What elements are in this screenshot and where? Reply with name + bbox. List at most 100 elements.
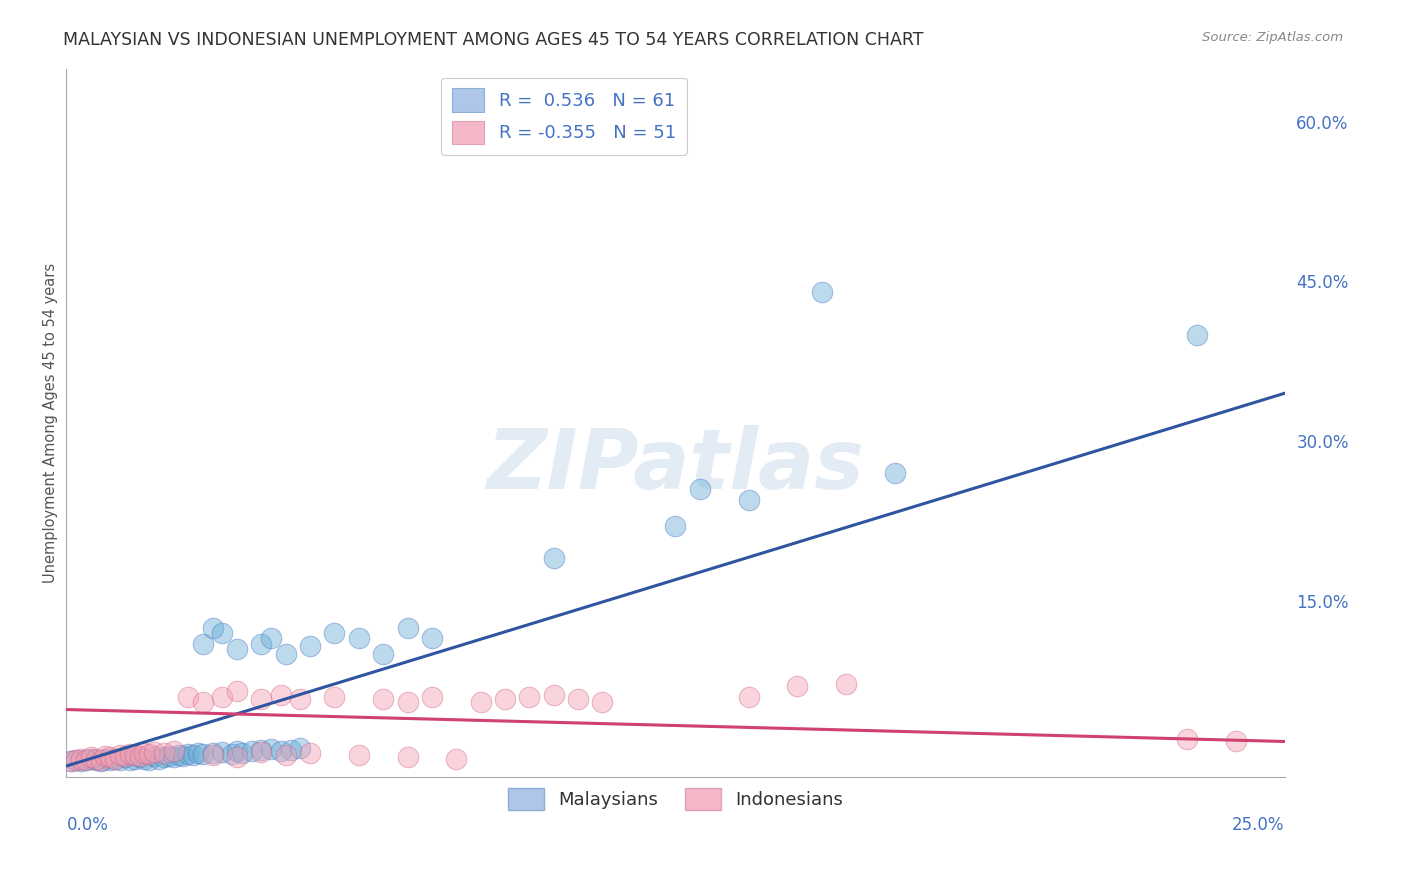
Point bbox=[60, 754, 83, 768]
Point bbox=[138, 753, 160, 767]
Point bbox=[226, 641, 249, 656]
Point bbox=[90, 754, 112, 768]
Point bbox=[211, 690, 233, 704]
Point bbox=[737, 492, 759, 507]
Point bbox=[883, 466, 905, 480]
Point bbox=[260, 742, 283, 756]
Point bbox=[143, 745, 166, 759]
Point bbox=[118, 747, 141, 762]
Point bbox=[134, 751, 156, 765]
Point bbox=[323, 690, 346, 704]
Point bbox=[810, 285, 832, 300]
Point bbox=[280, 743, 302, 757]
Point bbox=[274, 647, 297, 661]
Point bbox=[153, 746, 176, 760]
Point bbox=[191, 747, 214, 762]
Point bbox=[84, 751, 107, 765]
Legend: Malaysians, Indonesians: Malaysians, Indonesians bbox=[501, 780, 851, 817]
Point bbox=[396, 750, 419, 764]
Point bbox=[177, 747, 200, 762]
Point bbox=[226, 744, 249, 758]
Point bbox=[567, 692, 589, 706]
Point bbox=[396, 621, 419, 635]
Point bbox=[75, 753, 97, 767]
Point bbox=[157, 749, 180, 764]
Point bbox=[138, 747, 160, 762]
Point bbox=[299, 639, 322, 653]
Point bbox=[153, 750, 176, 764]
Point bbox=[181, 748, 204, 763]
Point bbox=[84, 753, 107, 767]
Point bbox=[118, 753, 141, 767]
Point bbox=[70, 754, 93, 768]
Point bbox=[689, 482, 711, 496]
Point bbox=[114, 749, 136, 764]
Text: 25.0%: 25.0% bbox=[1232, 815, 1285, 833]
Point bbox=[70, 751, 93, 765]
Point bbox=[134, 746, 156, 760]
Point bbox=[108, 748, 131, 763]
Point bbox=[114, 750, 136, 764]
Y-axis label: Unemployment Among Ages 45 to 54 years: Unemployment Among Ages 45 to 54 years bbox=[44, 262, 58, 582]
Point bbox=[80, 751, 103, 765]
Point bbox=[172, 749, 194, 764]
Point bbox=[444, 751, 467, 765]
Point bbox=[167, 748, 190, 763]
Point bbox=[94, 749, 117, 764]
Point bbox=[128, 750, 150, 764]
Point bbox=[299, 746, 322, 760]
Point bbox=[373, 647, 395, 661]
Text: MALAYSIAN VS INDONESIAN UNEMPLOYMENT AMONG AGES 45 TO 54 YEARS CORRELATION CHART: MALAYSIAN VS INDONESIAN UNEMPLOYMENT AMO… bbox=[63, 31, 924, 49]
Point bbox=[240, 744, 263, 758]
Point bbox=[250, 745, 273, 759]
Point bbox=[290, 692, 312, 706]
Point bbox=[664, 519, 686, 533]
Point bbox=[163, 744, 186, 758]
Point bbox=[211, 745, 233, 759]
Point bbox=[1175, 732, 1198, 747]
Point bbox=[543, 688, 565, 702]
Point bbox=[786, 679, 808, 693]
Point bbox=[201, 748, 224, 763]
Point bbox=[201, 746, 224, 760]
Point bbox=[75, 753, 97, 767]
Point bbox=[80, 750, 103, 764]
Point bbox=[104, 751, 127, 765]
Point bbox=[260, 631, 283, 645]
Point bbox=[270, 688, 292, 702]
Point bbox=[221, 747, 243, 762]
Point bbox=[250, 743, 273, 757]
Point bbox=[420, 690, 443, 704]
Text: 0.0%: 0.0% bbox=[66, 815, 108, 833]
Point bbox=[98, 753, 121, 767]
Point bbox=[187, 746, 209, 760]
Point bbox=[470, 695, 492, 709]
Text: ZIPatlas: ZIPatlas bbox=[486, 425, 865, 506]
Text: Source: ZipAtlas.com: Source: ZipAtlas.com bbox=[1202, 31, 1343, 45]
Point bbox=[231, 746, 253, 760]
Point bbox=[494, 692, 516, 706]
Point bbox=[274, 748, 297, 763]
Point bbox=[1225, 734, 1247, 748]
Point bbox=[290, 740, 312, 755]
Point bbox=[250, 636, 273, 650]
Point bbox=[226, 684, 249, 698]
Point bbox=[347, 631, 370, 645]
Point bbox=[143, 749, 166, 764]
Point bbox=[94, 751, 117, 765]
Point bbox=[148, 751, 170, 765]
Point bbox=[396, 695, 419, 709]
Point bbox=[226, 750, 249, 764]
Point bbox=[98, 750, 121, 764]
Point bbox=[591, 695, 613, 709]
Point bbox=[737, 690, 759, 704]
Point bbox=[163, 750, 186, 764]
Point bbox=[420, 631, 443, 645]
Point bbox=[177, 690, 200, 704]
Point bbox=[60, 754, 83, 768]
Point bbox=[104, 751, 127, 765]
Point bbox=[270, 744, 292, 758]
Point bbox=[191, 695, 214, 709]
Point bbox=[128, 749, 150, 764]
Point bbox=[65, 753, 87, 767]
